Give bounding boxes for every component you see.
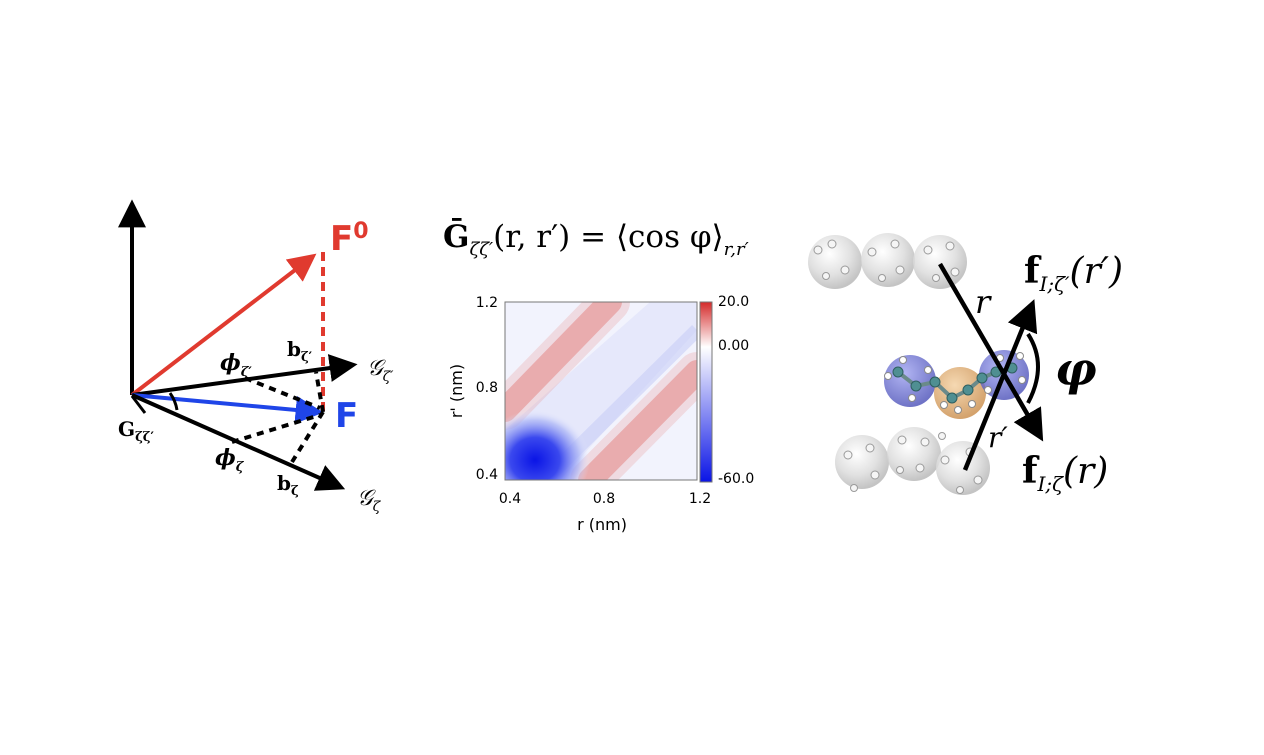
label-phi-angle: φ xyxy=(1055,342,1097,396)
label-r-prime: r′ xyxy=(988,421,1008,454)
phi-angle-arc xyxy=(1026,332,1040,404)
heatmap-plot: 0.4 0.8 1.2 1.2 0.8 0.4 r (nm) r' (nm) 2… xyxy=(447,294,754,534)
label-g-zz: Gζζ′ xyxy=(118,417,154,445)
label-f-top: fI;ζ′(r′) xyxy=(1024,250,1123,296)
label-f0: F0 xyxy=(330,219,369,259)
x-tick-2: 1.2 xyxy=(689,491,711,507)
label-f-bottom: fI;ζ(r) xyxy=(1022,450,1108,496)
top-sphere-row xyxy=(808,233,967,289)
y-tick-2: 0.4 xyxy=(476,467,498,483)
label-phi: ϕζ xyxy=(215,445,245,475)
colorbar xyxy=(699,301,713,483)
g-zz-stub xyxy=(130,395,147,414)
force-arrow-top xyxy=(962,299,1038,471)
x-tick-1: 0.8 xyxy=(593,491,615,507)
label-g-prime-axis: 𝒢ζ′ xyxy=(367,356,394,385)
vector-diagram: F0 F 𝒢ζ′ 𝒢ζ ϕζ′ ϕζ bζ′ bζ Gζζ′ xyxy=(118,199,394,515)
y-axis-label: r' (nm) xyxy=(447,364,466,418)
force-arrow-bottom xyxy=(938,262,1044,442)
x-tick-0: 0.4 xyxy=(499,491,521,507)
colorbar-tick-mid: 0.00 xyxy=(718,338,749,354)
equation: Ḡζζ′(r, r′) = ⟨cos φ⟩r,r′ xyxy=(443,217,749,260)
label-f: F xyxy=(335,396,358,436)
equation-text: Ḡζζ′(r, r′) = ⟨cos φ⟩r,r′ xyxy=(443,217,749,260)
g-zz-angle-arc xyxy=(168,392,179,411)
dash-to-g xyxy=(290,410,325,464)
label-b: bζ xyxy=(277,471,299,499)
molecule-diagram: fI;ζ′(r′) fI;ζ(r) r r′ φ xyxy=(808,233,1123,496)
y-tick-1: 0.8 xyxy=(476,380,498,396)
dash-to-g-prime xyxy=(314,371,325,413)
label-b-prime: bζ′ xyxy=(287,337,313,365)
colorbar-tick-top: 20.0 xyxy=(718,294,749,310)
dash-phi xyxy=(231,413,321,444)
label-phi-prime: ϕζ′ xyxy=(220,350,252,380)
dash-phi-prime xyxy=(244,376,321,410)
label-g-axis: 𝒢ζ xyxy=(357,486,382,515)
central-molecule xyxy=(884,350,1029,419)
x-axis-label: r (nm) xyxy=(577,515,627,534)
f0-vector xyxy=(130,253,317,397)
bottom-sphere-row xyxy=(835,427,990,495)
g-zeta-prime-axis xyxy=(131,354,358,397)
f-vector xyxy=(131,393,324,424)
colorbar-tick-bottom: -60.0 xyxy=(718,471,754,487)
heatmap-area xyxy=(505,302,697,480)
label-r: r xyxy=(975,283,992,321)
y-tick-0: 1.2 xyxy=(476,295,498,311)
